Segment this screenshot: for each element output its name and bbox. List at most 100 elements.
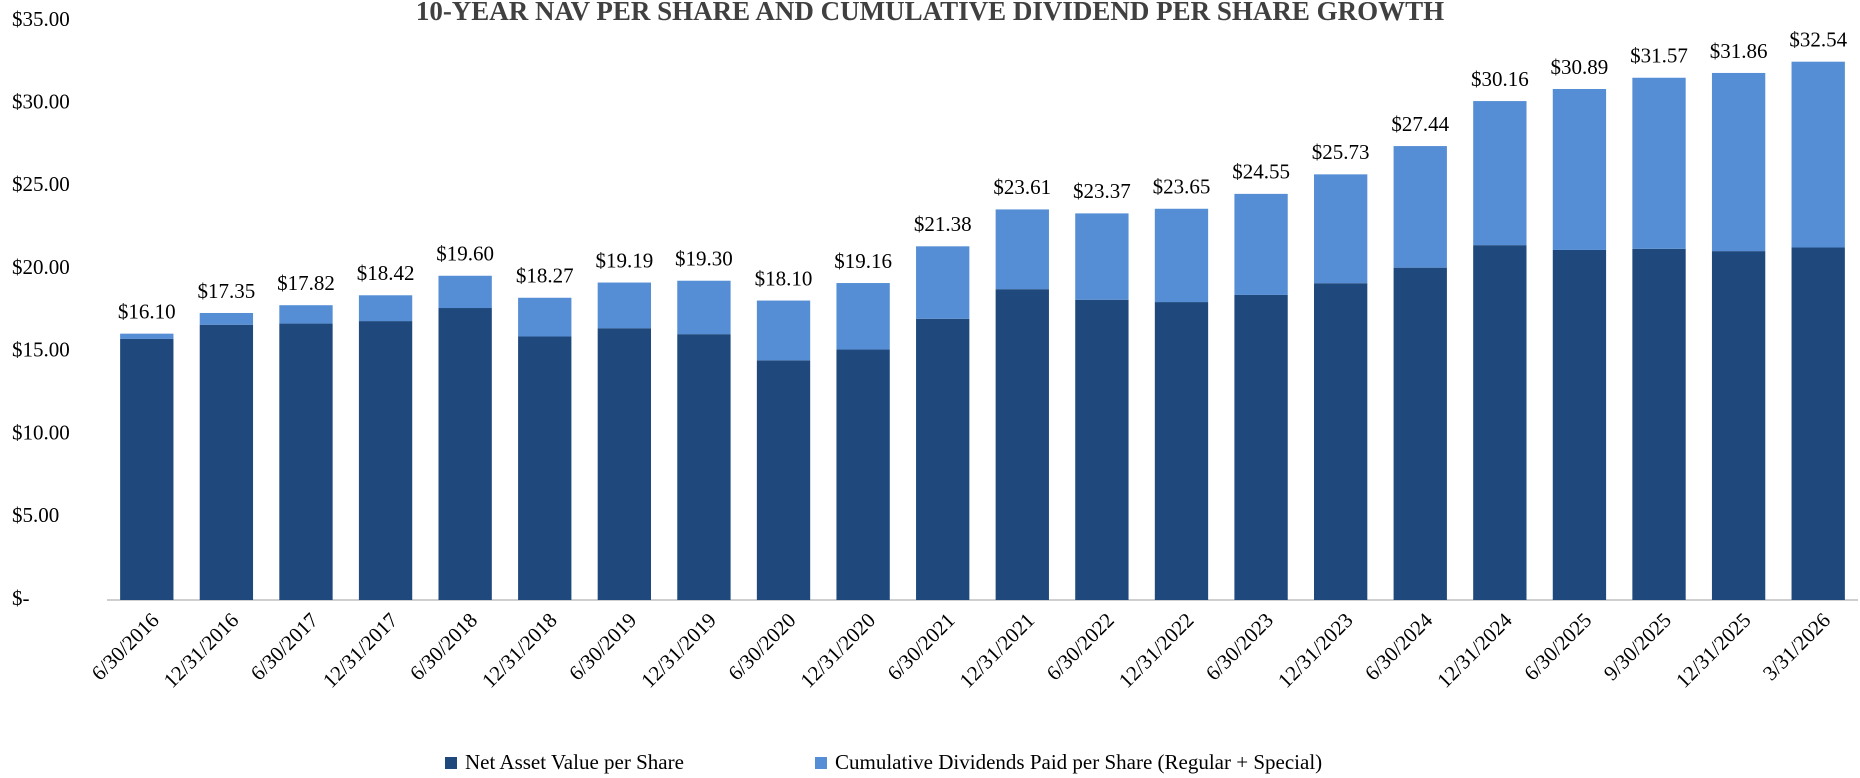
bar-segment [995, 209, 1049, 290]
bar-segment [358, 321, 413, 600]
y-tick-label: $30.00 [12, 90, 70, 114]
bar-segment [1313, 283, 1368, 600]
bar-segment [1711, 251, 1766, 600]
total-label: $31.57 [1630, 44, 1688, 68]
y-tick-label: $5.00 [12, 503, 59, 527]
bar-segment [358, 295, 413, 322]
bar-segment [1154, 208, 1209, 303]
chart-title: 10-YEAR NAV PER SHARE AND CUMULATIVE DIV… [416, 0, 1444, 26]
bar-segment [120, 333, 174, 339]
total-label: $17.82 [277, 271, 335, 295]
x-tick-label: 12/31/2024 [1432, 608, 1517, 693]
bar-segment [518, 297, 572, 337]
x-tick-label: 6/30/2022 [1042, 608, 1119, 685]
total-label: $30.16 [1471, 67, 1529, 91]
total-label: $21.38 [914, 212, 972, 236]
total-label: $18.42 [357, 261, 415, 285]
x-tick-label: 6/30/2021 [882, 608, 959, 685]
bar-segment [518, 336, 572, 600]
bar-segment [438, 308, 492, 600]
bar-segment [1313, 174, 1368, 284]
x-tick-label: 12/31/2023 [1273, 608, 1358, 693]
bar-segment [836, 349, 890, 600]
bar-segment [677, 280, 731, 335]
x-tick-label: 12/31/2019 [636, 608, 721, 693]
x-tick-label: 12/31/2022 [1114, 608, 1199, 693]
x-tick-label: 6/30/2020 [723, 608, 800, 685]
bar-segment [438, 275, 492, 309]
x-tick-label: 6/30/2023 [1201, 608, 1278, 685]
total-label: $19.30 [675, 247, 733, 271]
bar-segment [1154, 302, 1209, 600]
x-tick-label: 6/30/2019 [564, 608, 641, 685]
total-label: $17.35 [198, 279, 256, 303]
x-tick-label: 6/30/2025 [1519, 608, 1596, 685]
bar-segment [756, 300, 811, 361]
legend-swatch [815, 757, 827, 769]
total-label: $30.89 [1551, 55, 1609, 79]
y-tick-label: $- [12, 586, 30, 610]
bar-segment [836, 283, 890, 350]
total-label: $19.19 [595, 248, 653, 272]
legend-label: Net Asset Value per Share [465, 750, 684, 774]
y-tick-label: $15.00 [12, 338, 70, 362]
x-tick-label: 3/31/2026 [1758, 608, 1835, 685]
bar-segment [1552, 88, 1607, 250]
bar-segment [1791, 61, 1845, 248]
total-label: $18.27 [516, 264, 574, 288]
total-label: $27.44 [1391, 112, 1449, 136]
legend-label: Cumulative Dividends Paid per Share (Reg… [835, 750, 1322, 774]
bar-segment [1552, 249, 1607, 601]
bar-segment [1632, 77, 1686, 249]
x-tick-label: 6/30/2024 [1360, 608, 1438, 686]
total-label: $19.60 [436, 242, 494, 266]
bar-segment [677, 334, 731, 600]
y-tick-label: $25.00 [12, 172, 70, 196]
bar-segment [199, 324, 254, 600]
x-tick-label: 12/31/2021 [955, 608, 1040, 693]
total-label: $23.37 [1073, 179, 1131, 203]
x-tick-label: 6/30/2017 [246, 608, 323, 685]
total-label: $19.16 [834, 249, 892, 273]
legend-swatch [445, 757, 457, 769]
bar-segment [1473, 101, 1527, 246]
bar-segment [756, 360, 811, 600]
x-tick-label: 12/31/2020 [795, 608, 880, 693]
total-label: $18.10 [755, 266, 813, 290]
y-tick-label: $20.00 [12, 255, 70, 279]
bar-segment [597, 282, 652, 329]
bar-segment [1393, 146, 1447, 268]
total-label: $16.10 [118, 299, 176, 323]
total-label: $23.65 [1153, 175, 1211, 199]
total-label: $32.54 [1789, 28, 1847, 52]
x-tick-label: 12/31/2018 [477, 608, 562, 693]
bar-segment [916, 246, 970, 319]
bar-segment [279, 323, 333, 600]
bar-segment [1075, 213, 1129, 300]
total-label: $24.55 [1232, 160, 1290, 184]
x-tick-label: 6/30/2018 [405, 608, 482, 685]
bar-segment [1234, 193, 1288, 295]
bar-segment [1473, 245, 1527, 601]
bar-segment [199, 312, 254, 325]
total-label: $31.86 [1710, 39, 1768, 63]
y-tick-label: $10.00 [12, 420, 70, 444]
y-tick-label: $35.00 [12, 7, 70, 31]
x-tick-label: 12/31/2025 [1671, 608, 1756, 693]
x-tick-label: 6/30/2016 [87, 608, 164, 685]
bar-segment [916, 318, 970, 600]
total-label: $25.73 [1312, 140, 1370, 164]
x-tick-label: 12/31/2017 [318, 608, 403, 693]
bar-segment [1234, 294, 1288, 600]
bar-segment [1393, 267, 1447, 600]
bar-segment [120, 338, 174, 600]
bar-segment [1632, 248, 1686, 600]
x-tick-label: 12/31/2016 [159, 608, 244, 693]
x-tick-label: 9/30/2025 [1599, 608, 1676, 685]
bar-segment [1711, 72, 1766, 252]
bar-segment [1791, 247, 1845, 600]
bar-segment [995, 289, 1049, 600]
bar-segment [597, 328, 652, 600]
total-label: $23.61 [993, 175, 1051, 199]
